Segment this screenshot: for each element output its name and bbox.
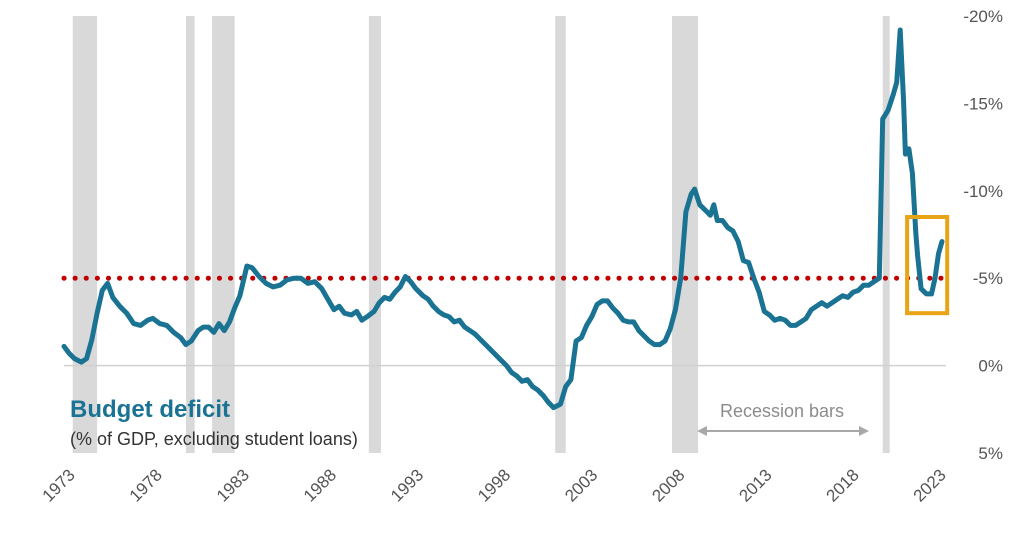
x-tick-label: 1993 [387,465,427,505]
x-axis-ticks: 1973 1978 1983 1988 1993 1998 2003 2008 2013 2018… [39,465,950,505]
recession-bar-2 [212,16,235,453]
x-tick-label: 1983 [213,465,253,505]
y-tick-label: -15% [963,94,1003,113]
x-tick-label: 2013 [735,465,775,505]
recession-bar-1 [185,16,195,453]
recession-bars-label: Recession bars [720,401,844,421]
y-tick-label: -5% [973,269,1003,288]
series-line [61,27,945,411]
recession-bar-4 [555,16,566,453]
chart-subtitle: (% of GDP, excluding student loans) [70,429,358,449]
arrow-head-left [697,426,707,436]
recession-bar-6 [882,16,890,453]
y-tick-label: -10% [963,182,1003,201]
recession-bar-0 [72,16,98,453]
x-tick-label: 1988 [300,465,340,505]
recession-bar-3 [368,16,382,453]
x-tick-label: 2023 [910,465,950,505]
x-tick-label: 1978 [126,465,166,505]
recession-bars [72,16,890,453]
arrow-head-right [859,426,869,436]
x-tick-label: 2018 [823,465,863,505]
x-tick-label: 2003 [561,465,601,505]
y-tick-label: 0% [978,357,1003,376]
y-axis-ticks: -20% -15% -10% -5% 0% 5% [963,7,1003,463]
x-tick-label: 2008 [648,465,688,505]
y-tick-label: -20% [963,7,1003,26]
x-tick-label: 1998 [474,465,514,505]
y-tick-label: 5% [978,444,1003,463]
chart-title: Budget deficit [70,396,230,423]
x-tick-label: 1973 [39,465,79,505]
recession-bars-arrow [697,426,869,436]
highlight-box [905,215,950,316]
